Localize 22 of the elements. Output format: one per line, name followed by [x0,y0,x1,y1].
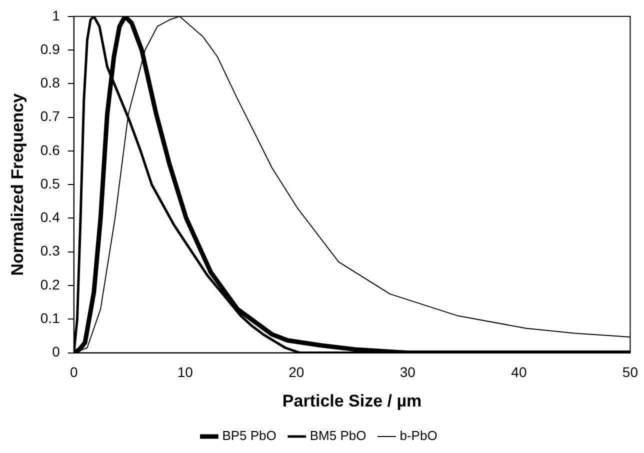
y-tick-label: 0 [52,344,60,360]
x-tick-label: 50 [622,364,638,380]
y-tick-label: 0.3 [40,242,60,259]
y-tick-label: 0.7 [40,108,60,124]
legend-label: b-PbO [400,428,438,444]
x-tick-label: 40 [511,364,527,380]
x-tick-label: 20 [288,364,304,380]
x-tick-label: 30 [400,364,416,380]
y-tick-label: 0.4 [40,209,60,226]
legend-label: BP5 PbO [222,428,276,444]
y-tick-label: 0.2 [40,276,60,292]
x-axis-title: Particle Size / µm [282,391,422,410]
y-tick-label: 0.5 [40,175,60,192]
y-tick-label: 0.9 [40,40,60,57]
y-tick-label: 0.6 [40,142,60,158]
y-axis-title: Normalized Frequency [8,92,27,276]
y-tick-label: 1 [52,7,60,24]
legend-label: BM5 PbO [310,428,366,444]
y-tick-label: 0.8 [40,74,60,91]
x-tick-label: 10 [177,364,194,380]
x-tick-label: 0 [70,364,78,380]
y-tick-label: 0.1 [40,310,60,326]
